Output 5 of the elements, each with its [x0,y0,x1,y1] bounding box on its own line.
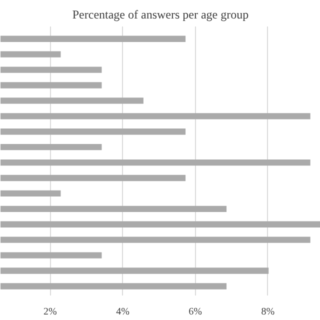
x-tick-label: 2% [44,306,57,318]
x-tick-label: 8% [261,306,275,318]
x-tick-label: 4% [116,306,130,318]
chart-title: Percentage of answers per age group [72,8,249,22]
x-tick-label: 6% [188,306,202,318]
